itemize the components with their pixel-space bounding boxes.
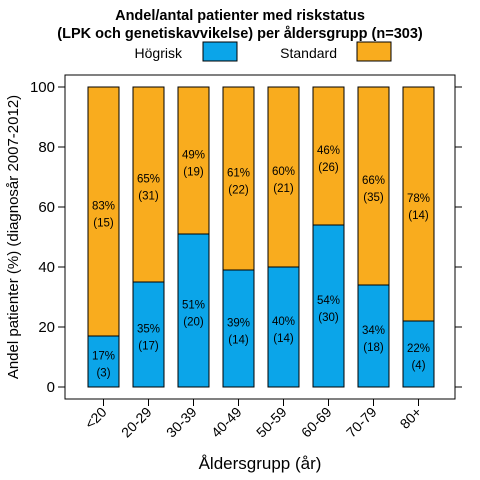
y-tick-label: 60	[38, 199, 55, 216]
data-label-count: (20)	[183, 317, 204, 329]
x-tick-label: 80+	[397, 404, 425, 432]
data-label-count: (26)	[318, 162, 339, 174]
chart-title-line-1: Andel/antal patienter med riskstatus	[115, 8, 365, 24]
data-label-count: (35)	[363, 192, 384, 204]
legend-swatch-hogrisk	[202, 41, 238, 62]
data-label-percent: 66%	[362, 175, 385, 187]
x-axis: <20 20-29 30-39 40-49 50-59 60-69 70-79 80+	[82, 399, 425, 440]
x-axis-label: Åldersgrupp (år)	[199, 454, 322, 473]
data-label-count: (17)	[138, 341, 159, 353]
y-tick-label: 100	[30, 79, 55, 96]
legend: Högrisk Standard	[135, 41, 392, 62]
data-label-percent: 34%	[362, 325, 385, 337]
x-tick-label: 70-79	[343, 404, 380, 441]
data-label-count: (15)	[93, 218, 114, 230]
bar-segment-standard	[267, 86, 300, 268]
x-tick-label: 60-69	[298, 404, 335, 441]
data-label-percent: 22%	[407, 343, 430, 355]
data-label-percent: 54%	[317, 295, 340, 307]
y-tick-label: 40	[38, 259, 55, 276]
data-label-count: (14)	[408, 210, 429, 222]
data-label-count: (4)	[411, 360, 425, 372]
x-tick-label: 50-59	[253, 404, 290, 441]
x-tick-label: 20-29	[118, 404, 155, 441]
bar-segment-hogrisk	[402, 320, 435, 388]
bar-segment-hogrisk	[177, 233, 210, 388]
bar-segment-standard	[402, 86, 435, 322]
data-label-count: (19)	[183, 167, 204, 179]
x-tick-label: 30-39	[163, 404, 200, 441]
data-label-percent: 83%	[92, 201, 115, 213]
data-label-percent: 17%	[92, 351, 115, 363]
legend-label-hogrisk: Högrisk	[135, 45, 183, 61]
data-label-percent: 39%	[227, 318, 250, 330]
data-label-percent: 49%	[182, 150, 205, 162]
legend-swatch-standard	[356, 41, 392, 62]
data-label-count: (21)	[273, 183, 294, 195]
data-label-count: (30)	[318, 312, 339, 324]
x-tick-label: 40-49	[208, 404, 245, 441]
y-axis: 0 20 40 60 80 100	[30, 79, 462, 396]
y-tick-label: 0	[47, 379, 55, 396]
bar-segment-standard	[177, 86, 210, 235]
data-label-count: (31)	[138, 191, 159, 203]
data-label-percent: 60%	[272, 166, 295, 178]
data-label-count: (18)	[363, 342, 384, 354]
y-axis-label: Andel patienter (%) (diagnosår 2007-2012…	[5, 95, 22, 379]
bar-segment-standard	[357, 86, 390, 286]
data-label-percent: 35%	[137, 324, 160, 336]
bar-segment-hogrisk	[132, 281, 165, 388]
data-label-percent: 40%	[272, 316, 295, 328]
x-tick-label: <20	[82, 404, 110, 432]
data-label-percent: 51%	[182, 300, 205, 312]
data-labels: 17% (3) 83% (15) 35% (17) 65% (31) 51% (20) 49% (19…	[92, 145, 430, 380]
data-label-count: (14)	[228, 335, 249, 347]
bar-segment-standard	[222, 86, 255, 271]
bar-segment-standard	[87, 86, 120, 337]
data-label-percent: 61%	[227, 168, 250, 180]
data-label-count: (14)	[273, 333, 294, 345]
bar-segment-standard	[312, 86, 345, 226]
bar-segment-hogrisk	[357, 284, 390, 388]
legend-label-standard: Standard	[280, 45, 337, 61]
bar-segment-hogrisk	[312, 224, 345, 388]
bar-segment-standard	[132, 86, 165, 283]
y-tick-label: 20	[38, 319, 55, 336]
data-label-percent: 65%	[137, 174, 160, 186]
chart-title-line-2: (LPK och genetiskavvikelse) per åldersgr…	[57, 26, 423, 42]
bars	[87, 86, 435, 388]
data-label-count: (22)	[228, 185, 249, 197]
plot-frame	[64, 74, 456, 400]
data-label-percent: 46%	[317, 145, 340, 157]
data-label-count: (3)	[96, 368, 110, 380]
data-label-percent: 78%	[407, 193, 430, 205]
bar-segment-hogrisk	[267, 266, 300, 388]
y-tick-label: 80	[38, 139, 55, 156]
